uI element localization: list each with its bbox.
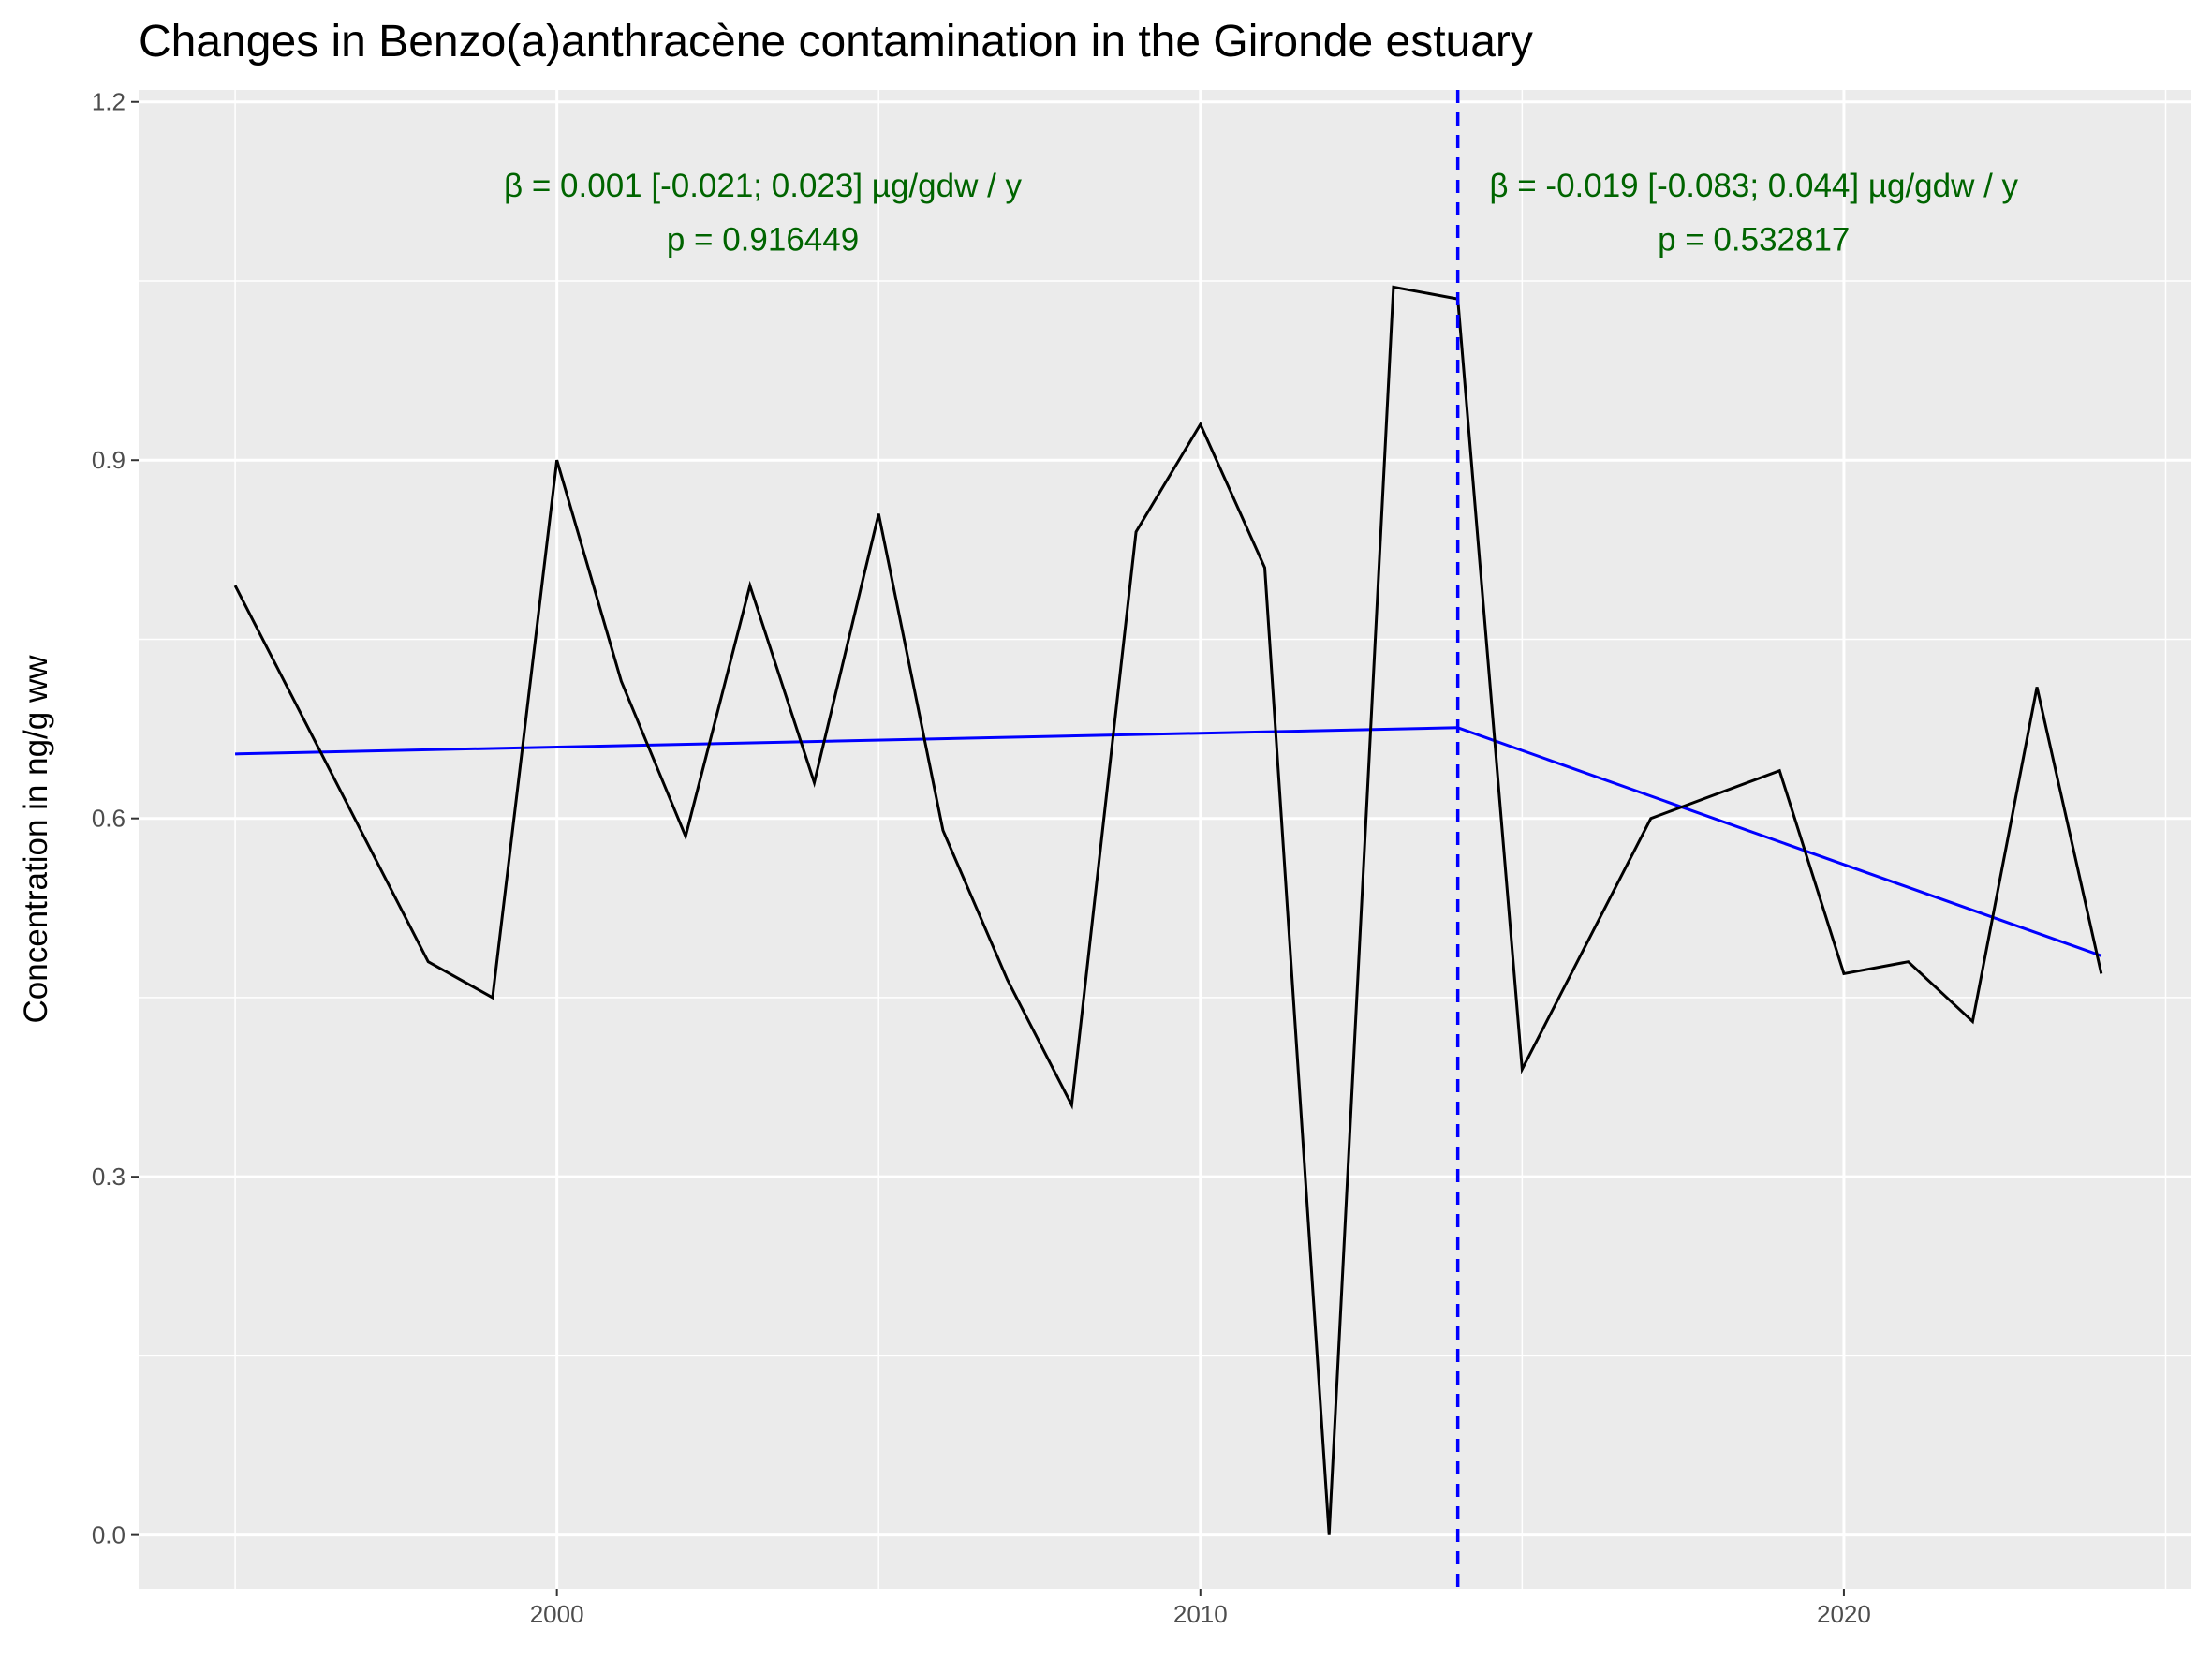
annotation-text: p = 0.916449 — [667, 221, 859, 258]
y-tick-label: 1.2 — [92, 88, 125, 116]
annotations: β = 0.001 [-0.021; 0.023] µg/gdw / y p = … — [504, 168, 2019, 258]
y-axis: 0.0 0.3 0.6 0.9 1.2 — [92, 88, 139, 1549]
data-series — [233, 285, 2103, 1535]
major-gridlines — [139, 90, 2191, 1589]
minor-gridlines — [139, 90, 2191, 1589]
trend-line — [235, 726, 1458, 756]
x-tick-label: 2000 — [530, 1600, 584, 1628]
annotation-text: β = 0.001 [-0.021; 0.023] µg/gdw / y — [504, 168, 1023, 204]
chart-title: Changes in Benzo(a)anthracène contaminat… — [139, 17, 1533, 67]
y-tick-label: 0.0 — [92, 1521, 125, 1549]
y-axis-title: Concentration in ng/g ww — [18, 655, 54, 1024]
trend-line — [1457, 726, 2102, 957]
trend-lines — [235, 726, 2102, 957]
annotation-text: β = -0.019 [-0.083; 0.044] µg/gdw / y — [1489, 168, 2018, 204]
x-tick-label: 2010 — [1173, 1600, 1228, 1628]
annotation-text: p = 0.532817 — [1658, 221, 1850, 258]
y-tick-label: 0.9 — [92, 446, 125, 474]
plot-panel — [139, 90, 2191, 1589]
x-tick-label: 2020 — [1817, 1600, 1871, 1628]
y-tick-label: 0.6 — [92, 805, 125, 833]
x-axis: 2000 2010 2020 — [530, 1589, 1871, 1628]
series-line — [233, 285, 2103, 1535]
y-tick-label: 0.3 — [92, 1163, 125, 1191]
